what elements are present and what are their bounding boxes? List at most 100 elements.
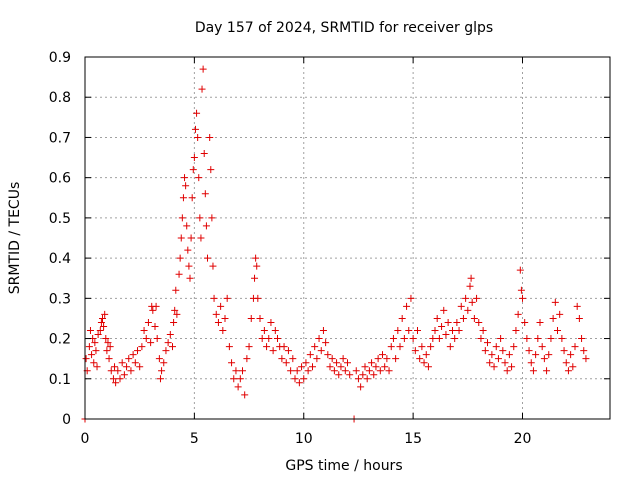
data-point — [223, 294, 231, 302]
data-point — [91, 339, 99, 347]
data-point — [274, 335, 281, 343]
data-point — [101, 310, 109, 318]
data-point — [560, 347, 568, 355]
data-point — [142, 335, 150, 343]
data-point — [335, 371, 343, 379]
data-point — [190, 154, 198, 162]
data-point — [236, 375, 244, 383]
data-point — [337, 363, 345, 371]
data-point — [298, 363, 306, 371]
data-point — [173, 310, 181, 318]
data-point — [545, 351, 553, 359]
data-point — [149, 306, 157, 314]
data-point — [94, 331, 102, 339]
data-point — [258, 335, 266, 343]
data-point — [200, 150, 208, 158]
data-point — [359, 371, 367, 379]
data-point — [562, 359, 570, 367]
data-point — [363, 375, 371, 383]
data-point — [232, 367, 240, 375]
x-tick-label: 10 — [295, 431, 313, 447]
data-point — [398, 314, 406, 322]
data-point — [111, 363, 119, 371]
data-point — [198, 85, 206, 93]
data-point — [547, 335, 555, 343]
data-point — [189, 166, 197, 174]
data-point — [153, 335, 161, 343]
data-point — [346, 371, 354, 379]
data-point — [156, 375, 164, 383]
data-point — [573, 302, 581, 310]
data-point — [176, 254, 184, 262]
data-point — [326, 363, 334, 371]
data-point — [302, 359, 310, 367]
data-point — [136, 363, 144, 371]
data-point — [411, 347, 419, 355]
data-point — [416, 355, 424, 363]
data-point — [429, 335, 437, 343]
data-point — [571, 343, 579, 351]
data-point — [127, 367, 135, 375]
data-point — [186, 274, 194, 282]
data-point — [475, 318, 483, 326]
y-tick-label: 0.9 — [49, 50, 71, 66]
data-point — [291, 375, 299, 383]
y-tick-label: 0.3 — [49, 291, 71, 307]
data-point — [516, 266, 524, 274]
data-point — [527, 359, 535, 367]
data-point — [162, 347, 170, 355]
data-point — [442, 331, 450, 339]
data-point — [243, 355, 251, 363]
data-point — [178, 214, 186, 222]
data-point — [225, 343, 233, 351]
data-point — [201, 190, 209, 198]
data-point — [481, 347, 489, 355]
data-point — [567, 351, 575, 359]
data-point — [170, 318, 178, 326]
data-point — [179, 194, 187, 202]
data-point — [492, 343, 500, 351]
data-point — [510, 343, 518, 351]
data-point — [251, 274, 259, 282]
data-point — [228, 359, 236, 367]
data-point — [92, 347, 100, 355]
data-point — [93, 363, 101, 371]
data-point — [252, 254, 260, 262]
data-point — [86, 327, 94, 335]
data-point — [230, 375, 238, 383]
data-point — [221, 314, 229, 322]
data-point — [293, 367, 301, 375]
data-point — [282, 359, 290, 367]
data-point — [549, 314, 557, 322]
data-point — [287, 367, 295, 375]
data-point — [444, 318, 452, 326]
data-point — [116, 375, 124, 383]
data-point — [357, 383, 365, 391]
data-point — [199, 65, 207, 73]
data-point — [284, 347, 292, 355]
data-point — [306, 351, 314, 359]
data-point — [300, 375, 308, 383]
y-tick-label: 0.1 — [49, 372, 71, 388]
data-point — [182, 182, 190, 190]
data-point — [455, 327, 463, 335]
data-point — [158, 367, 166, 375]
data-point — [313, 355, 321, 363]
data-point — [99, 314, 106, 322]
data-point — [433, 314, 441, 322]
data-point — [212, 310, 220, 318]
data-points — [81, 65, 590, 423]
data-point — [234, 383, 242, 391]
data-point — [564, 367, 572, 375]
data-point — [169, 343, 176, 351]
data-point — [317, 347, 325, 355]
data-point — [239, 367, 246, 375]
data-point — [138, 343, 146, 351]
data-point — [90, 359, 98, 367]
data-point — [512, 327, 520, 335]
y-tick-label: 0.2 — [49, 332, 71, 348]
data-point — [125, 355, 133, 363]
axis-ticks — [84, 56, 610, 420]
y-tick-label: 0.7 — [49, 130, 71, 146]
data-point — [105, 355, 113, 363]
